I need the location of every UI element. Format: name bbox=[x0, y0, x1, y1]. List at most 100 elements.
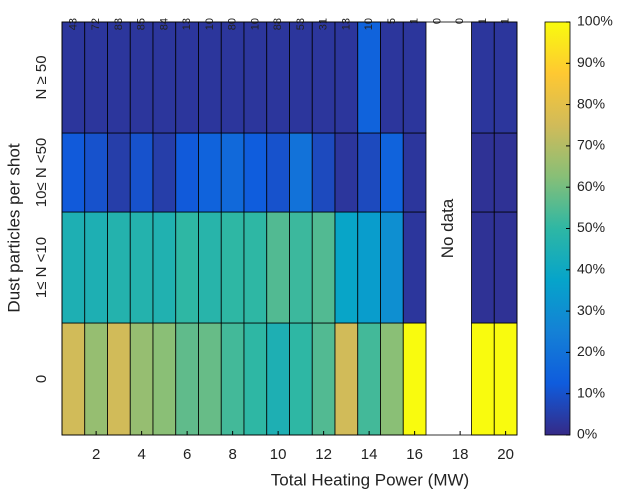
x-tick-label: 16 bbox=[406, 446, 423, 463]
cell bbox=[471, 132, 495, 213]
cell bbox=[289, 132, 313, 213]
cell bbox=[220, 21, 245, 134]
cell bbox=[84, 211, 108, 324]
colorbar-tick-label: 20% bbox=[577, 343, 605, 359]
x-tick-label: 12 bbox=[315, 446, 332, 463]
cell bbox=[175, 132, 199, 213]
x-axis-label: Total Heating Power (MW) bbox=[271, 470, 469, 489]
cell bbox=[152, 322, 177, 436]
count-label: 84 bbox=[158, 18, 170, 30]
colorbar-tick-label: 40% bbox=[577, 261, 605, 277]
cell bbox=[357, 21, 381, 134]
count-label: 5 bbox=[386, 18, 398, 24]
count-label: 43 bbox=[67, 18, 79, 30]
cell bbox=[152, 21, 177, 134]
cell bbox=[471, 322, 495, 436]
colorbar-tick-label: 10% bbox=[577, 384, 605, 400]
annotation: No data bbox=[438, 198, 457, 258]
cell bbox=[220, 211, 245, 324]
count-label: 0 bbox=[431, 18, 443, 24]
cell bbox=[152, 132, 177, 213]
x-tick-label: 18 bbox=[452, 446, 469, 463]
cell bbox=[311, 21, 336, 134]
cell bbox=[198, 211, 222, 324]
cell bbox=[129, 21, 154, 134]
cell bbox=[61, 21, 86, 134]
cell bbox=[266, 132, 290, 213]
count-label: 1 bbox=[477, 18, 489, 24]
cell bbox=[493, 211, 518, 324]
cell bbox=[289, 21, 313, 134]
colorbar-tick-label: 0% bbox=[577, 426, 597, 442]
cell bbox=[107, 21, 131, 134]
cell bbox=[61, 132, 86, 213]
cell bbox=[84, 322, 108, 436]
cell bbox=[334, 322, 359, 436]
cell bbox=[220, 132, 245, 213]
cell bbox=[493, 21, 518, 134]
count-label: 1 bbox=[500, 18, 512, 24]
cell bbox=[198, 21, 222, 134]
cell bbox=[334, 132, 359, 213]
x-tick-label: 4 bbox=[137, 446, 145, 463]
cell bbox=[380, 211, 404, 324]
cell bbox=[311, 132, 336, 213]
cell bbox=[311, 211, 336, 324]
count-label: 72 bbox=[90, 18, 102, 30]
cell bbox=[198, 132, 222, 213]
cell bbox=[266, 21, 290, 134]
cell bbox=[107, 132, 131, 213]
cell bbox=[243, 322, 268, 436]
cell bbox=[289, 211, 313, 324]
x-tick-label: 8 bbox=[228, 446, 236, 463]
count-label: 10 bbox=[249, 18, 261, 30]
colorbar-tick-label: 100% bbox=[577, 13, 613, 29]
count-label: 10 bbox=[363, 18, 375, 30]
cell bbox=[175, 211, 199, 324]
cell bbox=[266, 211, 290, 324]
cell bbox=[311, 322, 336, 436]
plot-frame bbox=[61, 21, 518, 436]
cell bbox=[471, 21, 495, 134]
y-tick-label: 0 bbox=[33, 375, 50, 383]
cell bbox=[84, 132, 108, 213]
cell bbox=[243, 21, 268, 134]
cell bbox=[84, 21, 108, 134]
count-label: 88 bbox=[272, 18, 284, 30]
cell bbox=[402, 322, 427, 436]
colorbar-tick-label: 50% bbox=[577, 219, 605, 235]
cell bbox=[380, 322, 404, 436]
count-label: 13 bbox=[181, 18, 193, 30]
cell bbox=[334, 21, 359, 134]
cell bbox=[175, 21, 199, 134]
cell bbox=[129, 211, 154, 324]
count-label: 0 bbox=[454, 18, 466, 24]
colorbar bbox=[544, 21, 571, 436]
x-tick-label: 6 bbox=[183, 446, 191, 463]
cell bbox=[107, 322, 131, 436]
cell bbox=[380, 132, 404, 213]
x-tick-label: 2 bbox=[92, 446, 100, 463]
cell bbox=[402, 211, 427, 324]
count-label: 83 bbox=[113, 18, 125, 30]
count-label: 13 bbox=[340, 18, 352, 30]
count-label: 10 bbox=[204, 18, 216, 30]
cell bbox=[402, 132, 427, 213]
x-tick-label: 14 bbox=[361, 446, 378, 463]
cell bbox=[198, 322, 222, 436]
cell bbox=[357, 211, 381, 324]
cell bbox=[220, 322, 245, 436]
cell bbox=[61, 322, 86, 436]
count-label: 1 bbox=[409, 18, 421, 24]
cell bbox=[357, 132, 381, 213]
cell bbox=[107, 211, 131, 324]
cell bbox=[243, 211, 268, 324]
count-label: 80 bbox=[227, 18, 239, 30]
cell bbox=[493, 322, 518, 436]
count-label: 31 bbox=[318, 18, 330, 30]
count-label: 85 bbox=[136, 18, 148, 30]
y-tick-label: 1≤ N <10 bbox=[33, 237, 50, 298]
count-label: 53 bbox=[295, 18, 307, 30]
colorbar-tick-label: 70% bbox=[577, 137, 605, 153]
